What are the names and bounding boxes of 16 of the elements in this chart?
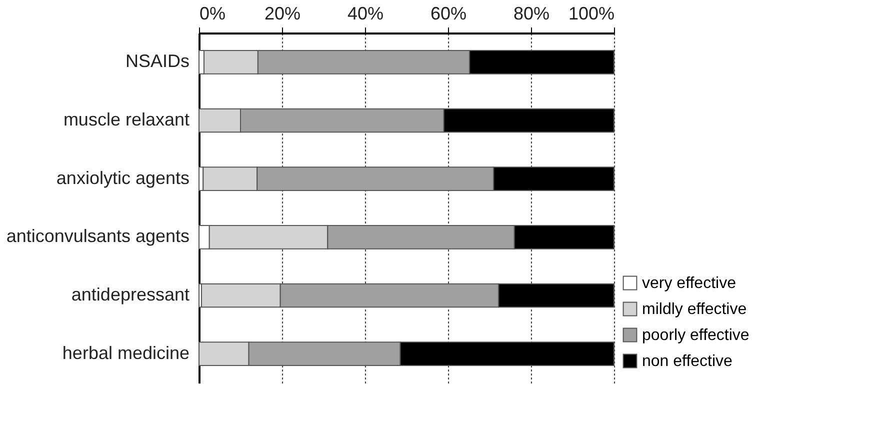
y-tick-label: muscle relaxant [63,110,190,130]
x-tick-label: 0% [200,4,226,24]
x-tick-label: 40% [347,4,384,24]
x-tick-label: 80% [513,4,550,24]
y-tick-label: herbal medicine [62,342,190,363]
y-tick-label: NSAIDs [125,51,190,72]
y-tick-label: antidepressant [71,284,190,304]
x-tick-label: 100% [568,4,614,24]
legend-label: very effective [642,275,736,292]
x-tick-label: 20% [264,4,301,24]
legend-label: mildly effective [642,301,747,318]
legend-label: poorly effective [642,327,750,344]
x-tick-label: 60% [430,4,467,24]
legend-label: non effective [642,353,733,370]
y-tick-label: anxiolytic agents [56,168,190,188]
y-tick-label: anticonvulsants agents [6,226,190,246]
